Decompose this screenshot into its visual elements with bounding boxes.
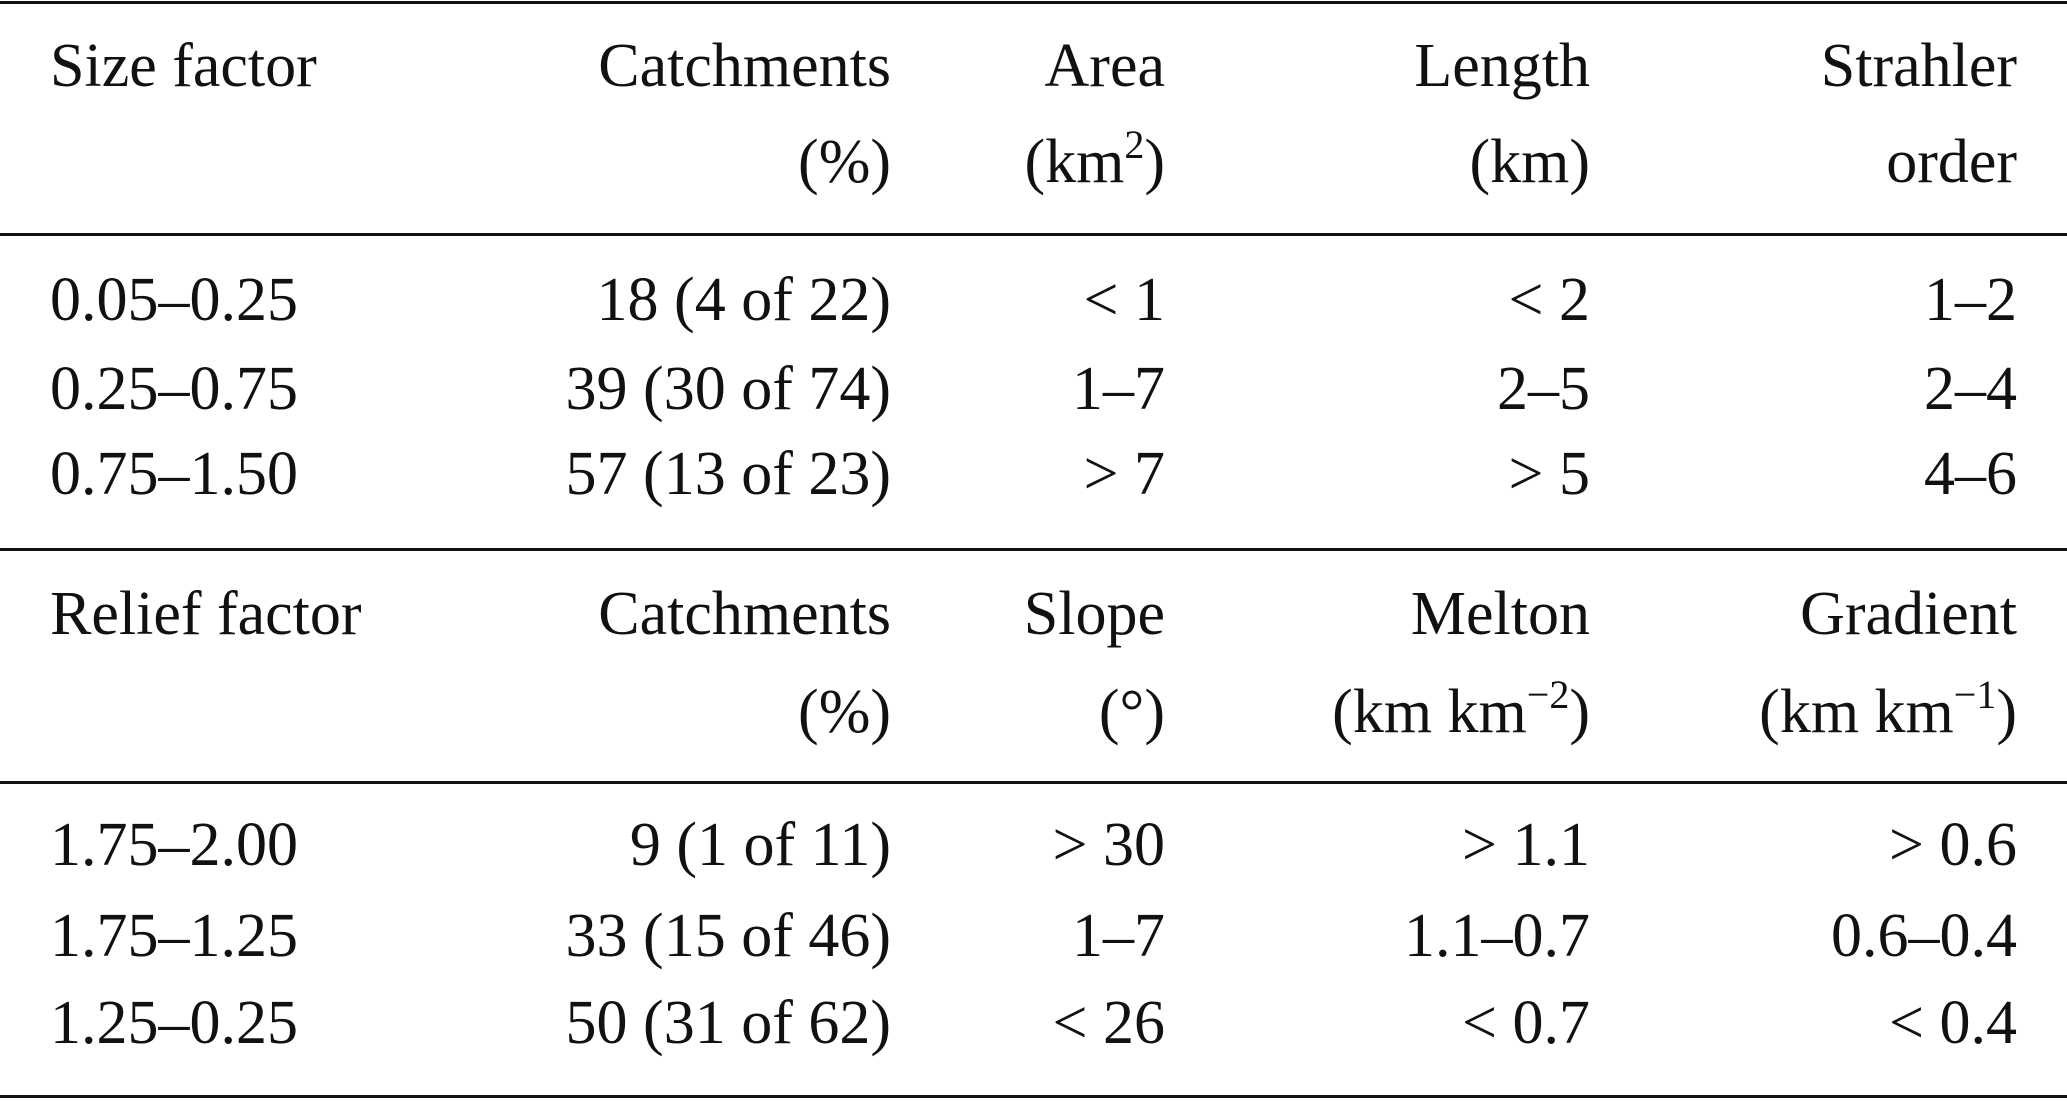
rule bbox=[0, 548, 2067, 551]
text: ) bbox=[1996, 678, 2017, 746]
header-name: Length bbox=[1414, 32, 1590, 100]
rule bbox=[0, 1095, 2067, 1098]
cell: 57 (13 of 23) bbox=[565, 440, 891, 508]
superscript: 2 bbox=[1124, 122, 1145, 167]
superscript: −2 bbox=[1526, 672, 1570, 717]
header-unit: order bbox=[1886, 122, 2017, 202]
rule bbox=[0, 233, 2067, 236]
cell: > 30 bbox=[1052, 811, 1165, 879]
cell: > 1.1 bbox=[1462, 811, 1590, 879]
header-unit: (km km−1) bbox=[1759, 672, 2017, 752]
rule bbox=[0, 781, 2067, 784]
header-name: Size factor bbox=[50, 32, 317, 100]
cell: 9 (1 of 11) bbox=[629, 811, 891, 879]
cell: < 0.4 bbox=[1889, 989, 2017, 1057]
header-unit: (%) bbox=[798, 672, 891, 752]
text: ) bbox=[1569, 678, 1590, 746]
cell: < 2 bbox=[1508, 266, 1590, 334]
cell: < 26 bbox=[1052, 989, 1165, 1057]
header-name: Gradient bbox=[1800, 580, 2017, 648]
cell: < 0.7 bbox=[1462, 989, 1590, 1057]
cell: 39 (30 of 74) bbox=[565, 355, 891, 423]
header-name: Melton bbox=[1410, 580, 1590, 648]
superscript: −1 bbox=[1953, 672, 1997, 717]
header-name: Area bbox=[1044, 32, 1165, 100]
cell: 1.1–0.7 bbox=[1404, 902, 1590, 970]
cell: 1–7 bbox=[1072, 355, 1165, 423]
cell: 1–7 bbox=[1072, 902, 1165, 970]
rule bbox=[0, 1, 2067, 4]
cell: > 7 bbox=[1083, 440, 1165, 508]
cell: 1–2 bbox=[1924, 266, 2017, 334]
cell: < 1 bbox=[1083, 266, 1165, 334]
cell: 1.75–1.25 bbox=[50, 902, 298, 970]
header-name: Catchments bbox=[598, 32, 891, 100]
text: (km bbox=[1024, 128, 1125, 196]
cell: 1.25–0.25 bbox=[50, 989, 298, 1057]
text: (%) bbox=[798, 678, 891, 746]
header-name: Relief factor bbox=[50, 580, 362, 648]
cell: 0.75–1.50 bbox=[50, 440, 298, 508]
cell: 0.25–0.75 bbox=[50, 355, 298, 423]
text: (%) bbox=[798, 128, 891, 196]
cell: 2–5 bbox=[1497, 355, 1590, 423]
text: (°) bbox=[1098, 678, 1165, 746]
cell: 1.75–2.00 bbox=[50, 811, 298, 879]
text: (km km bbox=[1759, 678, 1954, 746]
cell: > 0.6 bbox=[1889, 811, 2017, 879]
cell: 4–6 bbox=[1924, 440, 2017, 508]
header-name: Strahler bbox=[1820, 32, 2017, 100]
header-name: Catchments bbox=[598, 580, 891, 648]
text: (km km bbox=[1332, 678, 1527, 746]
header-unit: (%) bbox=[798, 122, 891, 202]
cell: 18 (4 of 22) bbox=[596, 266, 891, 334]
cell: 0.05–0.25 bbox=[50, 266, 298, 334]
header-unit: (°) bbox=[1099, 672, 1165, 752]
cell: > 5 bbox=[1508, 440, 1590, 508]
text: ) bbox=[1144, 128, 1165, 196]
cell: 2–4 bbox=[1924, 355, 2017, 423]
header-unit: (km2) bbox=[1024, 122, 1165, 202]
cell: 0.6–0.4 bbox=[1831, 902, 2017, 970]
text: order bbox=[1886, 128, 2017, 196]
cell: 50 (31 of 62) bbox=[565, 989, 891, 1057]
header-unit: (km km−2) bbox=[1332, 672, 1590, 752]
cell: 33 (15 of 46) bbox=[565, 902, 891, 970]
header-unit: (km) bbox=[1469, 122, 1590, 202]
header-name: Slope bbox=[1023, 580, 1165, 648]
text: (km) bbox=[1469, 128, 1590, 196]
